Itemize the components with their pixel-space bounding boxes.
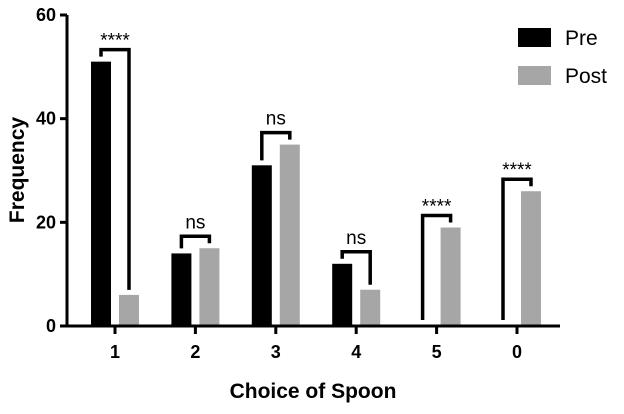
bar-post-2 bbox=[199, 248, 220, 326]
y-tick-label: 40 bbox=[36, 109, 56, 129]
significance-group: **** ns ns ns **** **** bbox=[99, 31, 533, 320]
ticks-group: 0 20 40 60 1 2 3 4 5 0 bbox=[36, 5, 522, 362]
x-tick-label: 1 bbox=[110, 342, 120, 362]
bar-post-5 bbox=[440, 227, 461, 326]
x-tick-label: 2 bbox=[190, 342, 200, 362]
y-tick-label: 60 bbox=[36, 5, 56, 25]
bar-pre-1 bbox=[91, 61, 111, 327]
x-tick-label: 5 bbox=[432, 342, 442, 362]
significance-label-5: **** bbox=[422, 197, 452, 218]
bar-post-3 bbox=[279, 144, 300, 326]
bar-pre-4 bbox=[332, 263, 353, 326]
bar-post-4 bbox=[360, 289, 381, 326]
legend-label-pre: Pre bbox=[565, 27, 598, 50]
x-tick-label: 3 bbox=[271, 342, 281, 362]
significance-bracket-0 bbox=[501, 177, 533, 320]
significance-label-0: **** bbox=[502, 160, 532, 181]
bar-post-0 bbox=[521, 191, 541, 326]
significance-bracket-5 bbox=[420, 213, 453, 320]
bar-post-1 bbox=[119, 294, 139, 326]
significance-label-4: ns bbox=[346, 228, 366, 249]
axes-group bbox=[65, 15, 560, 328]
y-axis-title: Frequency bbox=[6, 117, 29, 224]
legend-swatch-pre bbox=[518, 28, 551, 47]
x-axis-title: Choice of Spoon bbox=[230, 380, 397, 403]
significance-bracket-4 bbox=[340, 250, 372, 285]
bars-group bbox=[91, 61, 541, 327]
significance-bracket-2 bbox=[179, 234, 212, 249]
significance-label-3: ns bbox=[266, 109, 286, 130]
x-tick-label: 4 bbox=[351, 342, 361, 362]
y-tick-label: 0 bbox=[46, 316, 56, 336]
legend-label-post: Post bbox=[565, 65, 607, 88]
significance-bracket-1 bbox=[99, 47, 131, 290]
bar-pre-3 bbox=[251, 165, 272, 326]
significance-bracket-3 bbox=[260, 130, 292, 161]
legend: Pre Post bbox=[518, 27, 607, 88]
y-tick-label: 20 bbox=[36, 212, 56, 232]
legend-swatch-post bbox=[518, 66, 551, 85]
x-tick-label: 0 bbox=[512, 342, 522, 362]
significance-label-1: **** bbox=[100, 31, 130, 52]
bar-pre-2 bbox=[171, 253, 192, 326]
significance-label-2: ns bbox=[185, 212, 205, 233]
